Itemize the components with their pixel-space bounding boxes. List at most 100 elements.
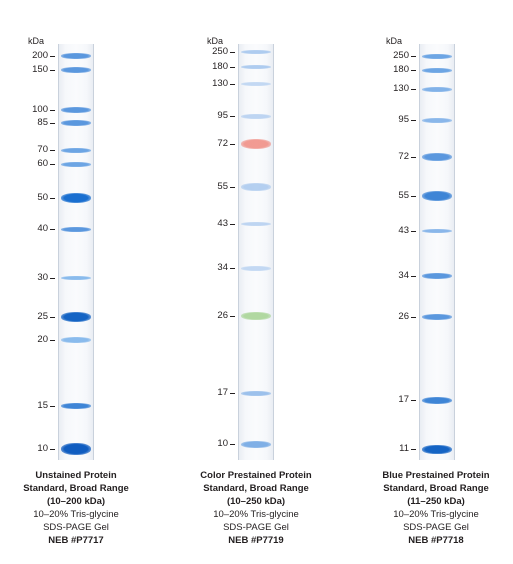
mw-tick bbox=[50, 406, 55, 407]
mw-label: 72 bbox=[398, 151, 409, 162]
mw-tick bbox=[230, 116, 235, 117]
mw-label: 55 bbox=[398, 190, 409, 201]
mw-tick bbox=[50, 278, 55, 279]
caption: Blue Prestained Protein Standard, Broad … bbox=[361, 469, 511, 547]
mw-label: 20 bbox=[37, 334, 48, 345]
caption-gel-line: 10–20% Tris-glycine bbox=[213, 509, 299, 520]
caption: Color Prestained Protein Standard, Broad… bbox=[181, 469, 331, 547]
mw-tick bbox=[50, 340, 55, 341]
mw-label: 50 bbox=[37, 192, 48, 203]
mw-label: 180 bbox=[393, 64, 409, 75]
mw-tick bbox=[230, 316, 235, 317]
gel-band-60kda bbox=[61, 161, 91, 167]
mw-label: 43 bbox=[398, 225, 409, 236]
caption-title-line: Blue Prestained Protein bbox=[382, 470, 490, 481]
mw-label: 11 bbox=[399, 443, 409, 454]
gel-band-10kda bbox=[61, 443, 91, 455]
caption-gel-line: SDS-PAGE Gel bbox=[223, 522, 289, 533]
mw-label: 200 bbox=[32, 50, 48, 61]
caption-gel-line: 10–20% Tris-glycine bbox=[33, 509, 119, 520]
mw-tick bbox=[230, 268, 235, 269]
mw-label: 95 bbox=[398, 114, 409, 125]
mw-tick bbox=[50, 70, 55, 71]
caption-title-line: Standard, Broad Range bbox=[23, 483, 129, 494]
gel-band-34kda bbox=[241, 265, 271, 271]
mw-label: 43 bbox=[217, 218, 228, 229]
gel-band-34kda bbox=[422, 273, 452, 279]
gel-band-200kda bbox=[61, 53, 91, 59]
gel-band-250kda bbox=[241, 50, 271, 54]
gel-band-95kda bbox=[422, 117, 452, 123]
gel-band-150kda bbox=[61, 67, 91, 73]
mw-tick bbox=[411, 196, 416, 197]
caption-gel-line: SDS-PAGE Gel bbox=[43, 522, 109, 533]
gel-band-55kda bbox=[241, 183, 271, 191]
mw-label: 250 bbox=[212, 46, 228, 57]
mw-label: 130 bbox=[212, 78, 228, 89]
mw-label: 26 bbox=[217, 310, 228, 321]
mw-tick bbox=[230, 444, 235, 445]
mw-label: 150 bbox=[32, 64, 48, 75]
mw-label: 26 bbox=[398, 311, 409, 322]
caption-title-line: Color Prestained Protein bbox=[200, 470, 312, 481]
caption-title-line: Unstained Protein bbox=[35, 470, 117, 481]
mw-label: 60 bbox=[37, 158, 48, 169]
mw-tick bbox=[230, 187, 235, 188]
mw-tick bbox=[230, 52, 235, 53]
mw-label: 250 bbox=[393, 50, 409, 61]
catalog-number: NEB #P7719 bbox=[228, 535, 284, 546]
gel-band-26kda bbox=[422, 314, 452, 320]
mw-tick bbox=[230, 393, 235, 394]
mw-tick bbox=[411, 317, 416, 318]
mw-label: 100 bbox=[32, 104, 48, 115]
mw-label: 70 bbox=[37, 144, 48, 155]
caption-gel-line: 10–20% Tris-glycine bbox=[393, 509, 479, 520]
mw-label: 85 bbox=[37, 117, 48, 128]
mw-tick bbox=[230, 84, 235, 85]
gel-band-50kda bbox=[61, 193, 91, 203]
mw-label: 180 bbox=[212, 61, 228, 72]
mw-label: 10 bbox=[217, 438, 228, 449]
mw-tick bbox=[230, 144, 235, 145]
gel-band-100kda bbox=[61, 107, 91, 113]
mw-label: 30 bbox=[37, 272, 48, 283]
mw-label: 25 bbox=[37, 311, 48, 322]
mw-label: 17 bbox=[398, 394, 409, 405]
gel-lane bbox=[238, 44, 274, 460]
gel-band-30kda bbox=[61, 276, 91, 280]
gel-band-130kda bbox=[241, 82, 271, 86]
gel-band-250kda bbox=[422, 53, 452, 59]
mw-tick bbox=[50, 110, 55, 111]
caption: Unstained Protein Standard, Broad Range … bbox=[1, 469, 151, 547]
kda-label: kDa bbox=[28, 36, 45, 46]
gel-band-85kda bbox=[61, 120, 91, 126]
kda-label: kDa bbox=[207, 36, 224, 46]
gel-band-17kda bbox=[422, 396, 452, 404]
caption-title-line: (10–250 kDa) bbox=[226, 496, 286, 507]
gel-band-95kda bbox=[241, 113, 271, 119]
mw-tick bbox=[50, 317, 55, 318]
catalog-number: NEB #P7717 bbox=[48, 535, 104, 546]
mw-label: 10 bbox=[37, 443, 48, 454]
mw-tick bbox=[50, 164, 55, 165]
mw-tick bbox=[411, 120, 416, 121]
gel-lane bbox=[58, 44, 94, 460]
mw-label: 72 bbox=[217, 138, 228, 149]
gel-band-17kda bbox=[241, 390, 271, 396]
mw-tick bbox=[50, 150, 55, 151]
mw-tick bbox=[411, 56, 416, 57]
mw-tick bbox=[411, 157, 416, 158]
caption-title-line: Standard, Broad Range bbox=[383, 483, 489, 494]
mw-label: 40 bbox=[37, 223, 48, 234]
mw-tick bbox=[411, 89, 416, 90]
mw-label: 17 bbox=[217, 387, 228, 398]
mw-tick bbox=[50, 449, 55, 450]
mw-tick bbox=[50, 198, 55, 199]
kda-label: kDa bbox=[386, 36, 403, 46]
mw-tick bbox=[230, 224, 235, 225]
mw-label: 95 bbox=[217, 110, 228, 121]
caption-title-line: (11–250 kDa) bbox=[407, 496, 465, 507]
caption-title-line: Standard, Broad Range bbox=[203, 483, 309, 494]
gel-band-70kda bbox=[61, 147, 91, 153]
gel-band-180kda bbox=[241, 65, 271, 69]
